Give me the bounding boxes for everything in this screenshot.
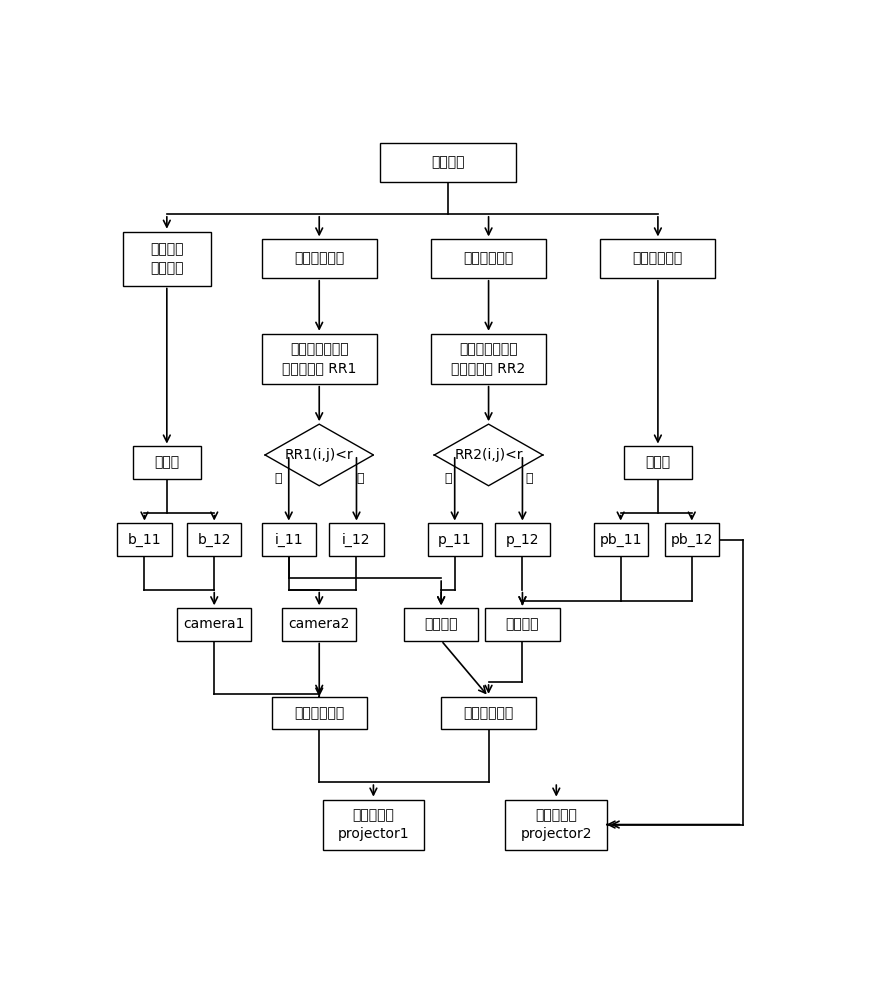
Text: 粘贴棋盘
世界坐标: 粘贴棋盘 世界坐标 xyxy=(150,242,184,275)
Bar xyxy=(187,523,241,556)
Text: 计算世界坐标: 计算世界坐标 xyxy=(295,706,344,720)
Bar xyxy=(485,608,559,641)
Polygon shape xyxy=(265,424,373,486)
Text: 粘贴棋盘角点: 粘贴棋盘角点 xyxy=(295,252,344,266)
Text: 标定投影仪
projector2: 标定投影仪 projector2 xyxy=(521,808,592,841)
Bar xyxy=(380,143,516,182)
Bar xyxy=(431,239,546,278)
Text: camera2: camera2 xyxy=(288,617,350,631)
Bar xyxy=(624,446,692,479)
Text: 分区域: 分区域 xyxy=(645,456,670,470)
Text: camera1: camera1 xyxy=(184,617,245,631)
Text: 标定投影仪
projector1: 标定投影仪 projector1 xyxy=(337,808,409,841)
Text: pb_11: pb_11 xyxy=(600,533,642,547)
Text: 否: 否 xyxy=(356,472,364,485)
Text: 否: 否 xyxy=(525,472,533,485)
Bar xyxy=(117,523,171,556)
Polygon shape xyxy=(434,424,543,486)
Bar xyxy=(323,800,424,850)
Bar xyxy=(261,239,377,278)
Bar xyxy=(404,608,478,641)
Text: 检测角点: 检测角点 xyxy=(431,155,465,169)
Bar xyxy=(329,523,384,556)
Text: 分区域: 分区域 xyxy=(155,456,179,470)
Text: b_12: b_12 xyxy=(198,533,231,547)
Text: i_12: i_12 xyxy=(343,533,371,547)
Bar xyxy=(122,232,211,286)
Text: 是: 是 xyxy=(274,472,282,485)
Bar xyxy=(261,523,316,556)
Text: 畸变矫正: 畸变矫正 xyxy=(425,617,458,631)
Text: 角点坐标到图像
中心的距离 RR1: 角点坐标到图像 中心的距离 RR1 xyxy=(282,342,357,375)
Text: p_11: p_11 xyxy=(438,533,471,547)
Text: b_11: b_11 xyxy=(128,533,162,547)
Text: 是: 是 xyxy=(444,472,452,485)
Bar xyxy=(133,446,201,479)
Bar xyxy=(600,239,716,278)
Text: 角点坐标到图像
中心的距离 RR2: 角点坐标到图像 中心的距离 RR2 xyxy=(452,342,525,375)
Text: 畸变矫正: 畸变矫正 xyxy=(506,617,539,631)
Text: pb_12: pb_12 xyxy=(670,533,713,547)
Text: RR2(i,j)<r: RR2(i,j)<r xyxy=(454,448,523,462)
Bar xyxy=(282,608,357,641)
Bar xyxy=(665,523,718,556)
Text: 计算世界坐标: 计算世界坐标 xyxy=(463,706,514,720)
Text: i_11: i_11 xyxy=(274,533,303,547)
Bar xyxy=(177,608,252,641)
Bar xyxy=(441,697,536,729)
Text: RR1(i,j)<r: RR1(i,j)<r xyxy=(285,448,354,462)
Text: 投影棋盘角点: 投影棋盘角点 xyxy=(463,252,514,266)
Bar xyxy=(496,523,550,556)
Text: 编码棋盘角点: 编码棋盘角点 xyxy=(633,252,683,266)
Bar xyxy=(261,334,377,384)
Bar xyxy=(431,334,546,384)
Bar xyxy=(593,523,648,556)
Bar xyxy=(427,523,482,556)
Bar xyxy=(505,800,607,850)
Text: p_12: p_12 xyxy=(506,533,539,547)
Bar xyxy=(272,697,367,729)
